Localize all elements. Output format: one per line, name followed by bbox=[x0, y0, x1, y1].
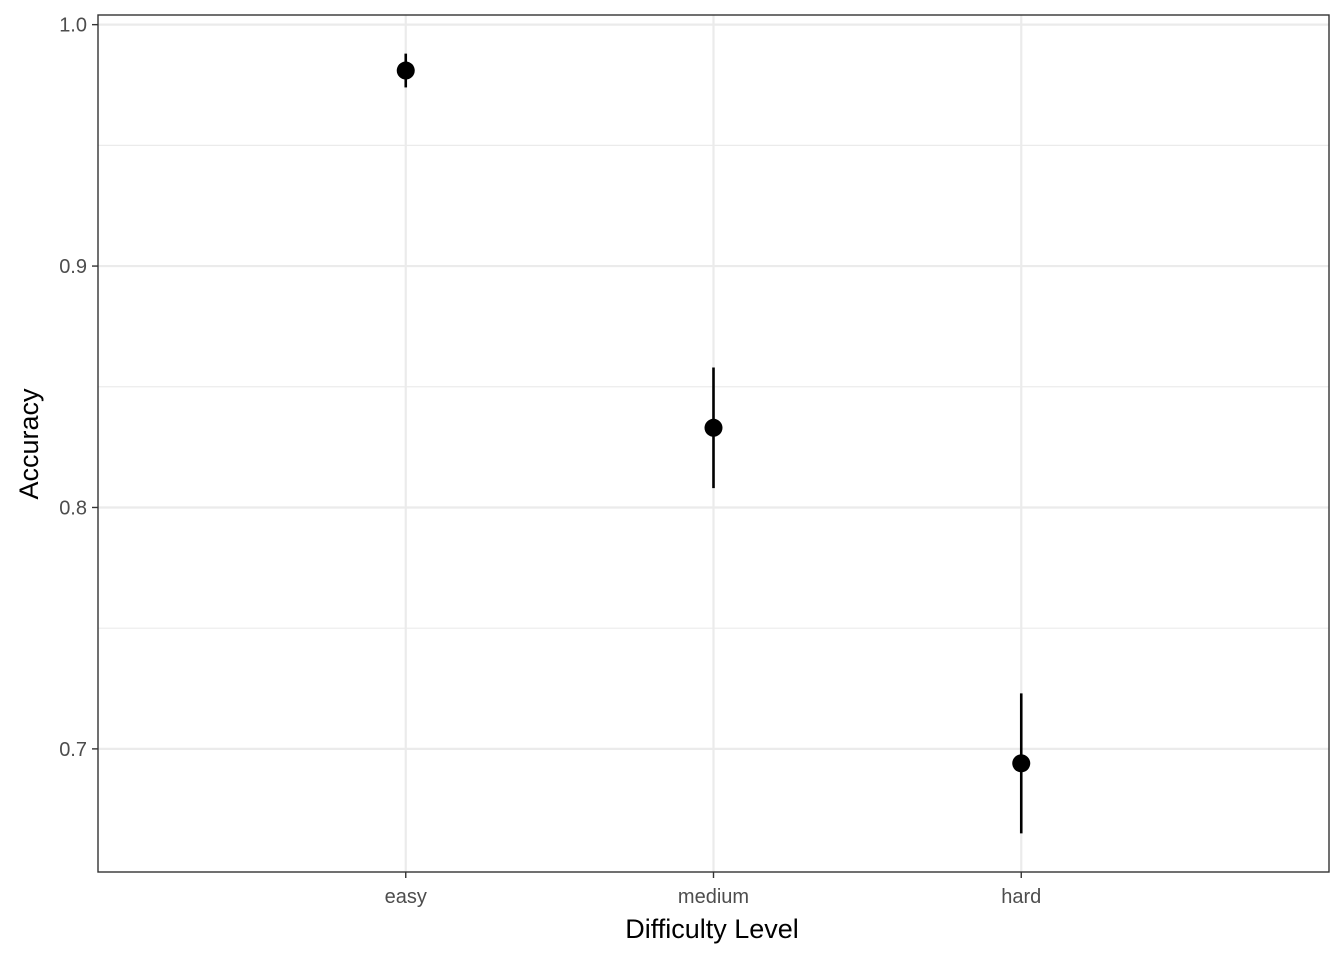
x-tick-labels: easy medium hard bbox=[385, 886, 1042, 908]
y-tick-labels: 0.7 0.8 0.9 1.0 bbox=[59, 15, 87, 761]
x-tick-label: hard bbox=[1001, 886, 1041, 908]
point-easy bbox=[396, 61, 415, 80]
y-axis-title: Accuracy bbox=[14, 388, 44, 500]
point-medium bbox=[704, 418, 723, 437]
y-tick-label: 1.0 bbox=[59, 15, 87, 37]
point-hard bbox=[1012, 754, 1031, 773]
axis-ticks bbox=[92, 23, 1022, 878]
x-axis-title: Difficulty Level bbox=[625, 914, 799, 944]
x-tick-label: medium bbox=[678, 886, 749, 908]
points bbox=[396, 61, 1031, 773]
y-tick-label: 0.7 bbox=[59, 739, 87, 761]
x-tick-label: easy bbox=[385, 886, 427, 908]
y-tick-label: 0.9 bbox=[59, 256, 87, 278]
y-tick-label: 0.8 bbox=[59, 497, 87, 519]
